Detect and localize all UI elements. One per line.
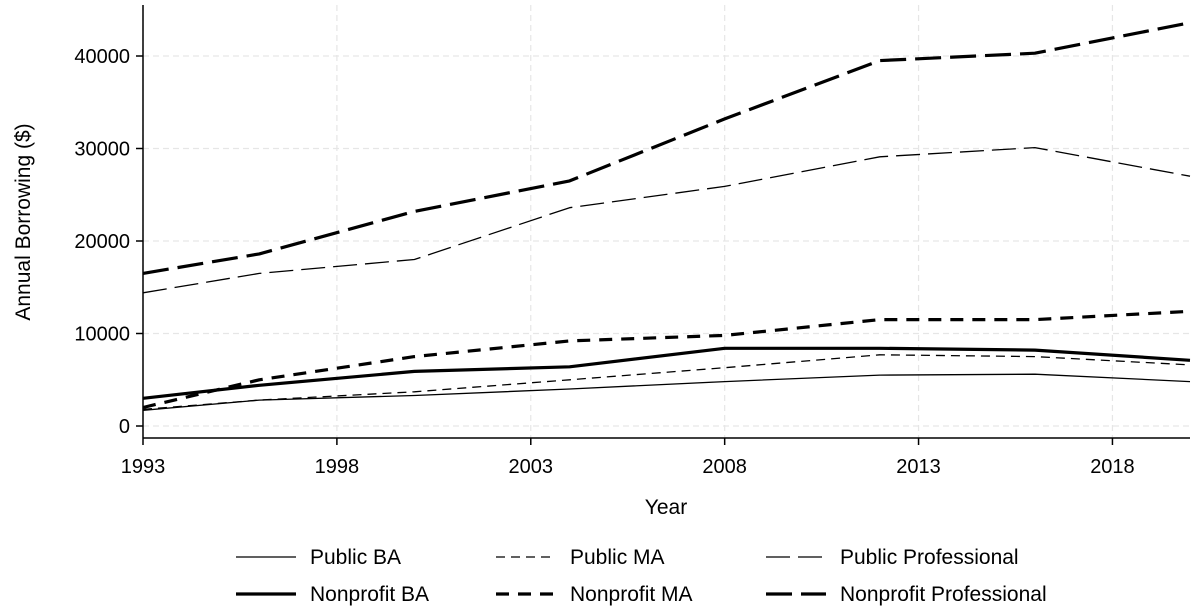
legend-item: Public MA (496, 546, 665, 569)
x-ticks: 1993 1998 2003 2008 2013 2018 (121, 438, 1135, 478)
y-axis-title: Annual Borrowing ($) (12, 123, 35, 320)
axes (142, 5, 1190, 439)
x-tick-label: 2008 (702, 456, 747, 478)
x-tick-label: 1993 (121, 456, 166, 478)
legend-label: Nonprofit BA (310, 583, 429, 606)
legend-label: Public BA (310, 546, 401, 569)
legend-item: Nonprofit BA (236, 583, 429, 606)
series-line-nonprofit-ba (142, 346, 1191, 400)
series-line-nonprofit-professional (142, 21, 1191, 275)
legend-item: Public BA (236, 546, 401, 569)
x-tick-label: 2003 (509, 456, 554, 478)
legend-label: Nonprofit MA (570, 583, 693, 606)
legend: Public BA Public MA Public Professional Non… (236, 546, 1047, 606)
y-tick-label: 0 (119, 416, 130, 438)
legend-item: Nonprofit Professional (766, 583, 1047, 606)
x-tick-label: 1998 (315, 456, 360, 478)
x-axis-title: Year (645, 496, 687, 519)
series-line-public-ba (142, 373, 1191, 411)
y-tick-label: 40000 (74, 46, 130, 68)
series-line-public-professional (142, 146, 1191, 294)
x-tick-label: 2013 (896, 456, 941, 478)
legend-label: Public Professional (840, 546, 1019, 569)
y-tick-label: 10000 (74, 324, 130, 346)
y-tick-label: 20000 (74, 231, 130, 253)
legend-item: Nonprofit MA (496, 583, 693, 606)
series-line-nonprofit-ma (142, 309, 1191, 410)
legend-label: Public MA (570, 546, 665, 569)
y-ticks: 0 10000 20000 30000 40000 (74, 46, 143, 438)
series (142, 21, 1191, 411)
series-line-public-ma (142, 354, 1191, 411)
legend-label: Nonprofit Professional (840, 583, 1047, 606)
legend-item: Public Professional (766, 546, 1019, 569)
y-tick-label: 30000 (74, 139, 130, 161)
x-tick-label: 2018 (1090, 456, 1135, 478)
